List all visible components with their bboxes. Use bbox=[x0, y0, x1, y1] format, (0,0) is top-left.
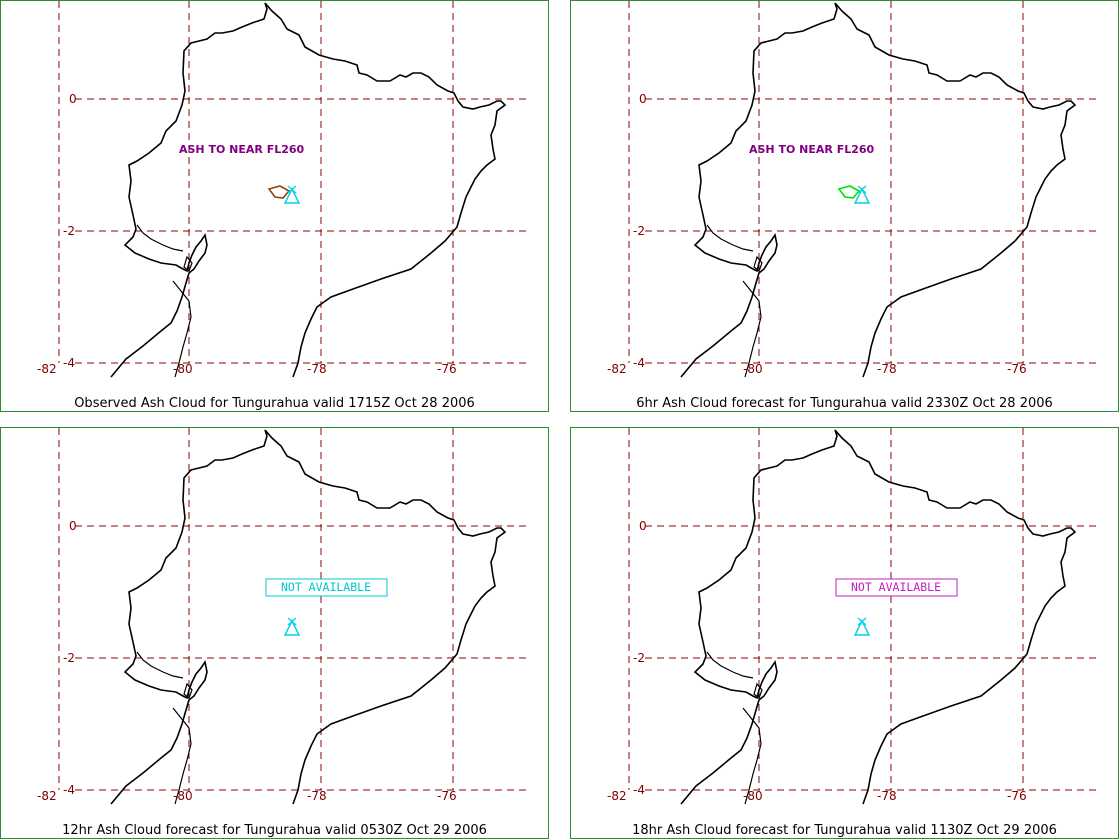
volcano-triangle bbox=[853, 619, 871, 636]
status-text: NOT AVAILABLE bbox=[851, 580, 941, 594]
panel-caption: 18hr Ash Cloud forecast for Tungurahua v… bbox=[632, 823, 1057, 838]
gulf-coast bbox=[136, 651, 184, 679]
lon-label: -82 bbox=[607, 362, 627, 376]
forecast-6hr-panel: 0 -2 -4 -82 -80 -78 -76 ASH TO NEAR FL260 6hr A… bbox=[570, 0, 1119, 412]
forecast-12hr-panel: 0 -2 -4 -82 -80 -78 -76 NOT AVAILABLE 12hr Ash … bbox=[0, 427, 549, 839]
island-outline bbox=[183, 255, 193, 272]
volcano-triangle bbox=[283, 187, 301, 204]
island-outline bbox=[183, 682, 193, 699]
lat-label: -2 bbox=[63, 651, 75, 665]
forecast-6hr-map: 0 -2 -4 -82 -80 -78 -76 ASH TO NEAR FL260 bbox=[607, 1, 1101, 378]
lon-label: -78 bbox=[307, 789, 327, 803]
observed-ash-map: 0 -2 -4 -82 -80 -78 -76 ASH TO NEAR FL260 bbox=[37, 1, 531, 378]
lon-label: -76 bbox=[437, 789, 457, 803]
volcano-plume bbox=[287, 617, 297, 626]
lon-label: -80 bbox=[743, 789, 763, 803]
coastline bbox=[110, 2, 507, 378]
ash-cloud-polygon bbox=[837, 185, 861, 199]
ash-note: ASH TO NEAR FL260 bbox=[179, 143, 305, 156]
lon-label: -82 bbox=[607, 789, 627, 803]
lat-label: -4 bbox=[633, 356, 645, 370]
lon-label: -78 bbox=[307, 362, 327, 376]
lon-label: -80 bbox=[743, 362, 763, 376]
lat-label: -4 bbox=[63, 783, 75, 797]
border-line bbox=[172, 707, 192, 805]
volcano-icon bbox=[283, 185, 301, 204]
coastline bbox=[110, 429, 507, 805]
lat-label: -4 bbox=[63, 356, 75, 370]
lon-label: -76 bbox=[1007, 789, 1027, 803]
volcano-icon bbox=[853, 185, 871, 204]
lat-label: 0 bbox=[639, 519, 647, 533]
volcano-icon bbox=[283, 617, 301, 636]
observed-ash-panel: 0 -2 -4 -82 -80 -78 -76 ASH TO NEAR FL260 Obser… bbox=[0, 0, 549, 412]
status-box bbox=[265, 578, 388, 597]
forecast-18hr-panel: 0 -2 -4 -82 -80 -78 -76 NOT AVAILABLE 18hr Ash … bbox=[570, 427, 1119, 839]
gulf-coast bbox=[136, 224, 184, 252]
border-line bbox=[742, 707, 762, 805]
lon-label: -80 bbox=[173, 362, 193, 376]
ash-note: ASH TO NEAR FL260 bbox=[749, 143, 875, 156]
panel-caption: Observed Ash Cloud for Tungurahua valid … bbox=[74, 396, 475, 411]
volcano-icon bbox=[853, 617, 871, 636]
panel-caption: 12hr Ash Cloud forecast for Tungurahua v… bbox=[62, 823, 487, 838]
status-box bbox=[835, 578, 958, 597]
volcano-plume bbox=[287, 185, 297, 194]
volcano-triangle bbox=[853, 187, 871, 204]
status-text: NOT AVAILABLE bbox=[281, 580, 371, 594]
lat-label: 0 bbox=[69, 92, 77, 106]
panel-caption: 6hr Ash Cloud forecast for Tungurahua va… bbox=[636, 396, 1053, 411]
lon-label: -82 bbox=[37, 789, 57, 803]
lon-label: -82 bbox=[37, 362, 57, 376]
forecast-18hr-map: 0 -2 -4 -82 -80 -78 -76 NOT AVAILABLE bbox=[607, 428, 1101, 805]
lon-label: -78 bbox=[877, 362, 897, 376]
coastline bbox=[680, 429, 1077, 805]
gulf-coast bbox=[706, 651, 754, 679]
lat-label: 0 bbox=[69, 519, 77, 533]
volcano-plume bbox=[857, 617, 867, 626]
lon-label: -76 bbox=[1007, 362, 1027, 376]
lon-label: -76 bbox=[437, 362, 457, 376]
ash-cloud-polygon bbox=[267, 185, 291, 199]
island-outline bbox=[753, 255, 763, 272]
border-line bbox=[742, 280, 762, 378]
volcano-plume bbox=[857, 185, 867, 194]
lon-label: -78 bbox=[877, 789, 897, 803]
lat-label: 0 bbox=[639, 92, 647, 106]
lat-label: -4 bbox=[633, 783, 645, 797]
lon-label: -80 bbox=[173, 789, 193, 803]
lat-label: -2 bbox=[63, 224, 75, 238]
coastline bbox=[680, 2, 1077, 378]
lat-label: -2 bbox=[633, 224, 645, 238]
border-line bbox=[172, 280, 192, 378]
volcano-triangle bbox=[283, 619, 301, 636]
forecast-12hr-map: 0 -2 -4 -82 -80 -78 -76 NOT AVAILABLE bbox=[37, 428, 531, 805]
island-outline bbox=[753, 682, 763, 699]
gulf-coast bbox=[706, 224, 754, 252]
lat-label: -2 bbox=[633, 651, 645, 665]
